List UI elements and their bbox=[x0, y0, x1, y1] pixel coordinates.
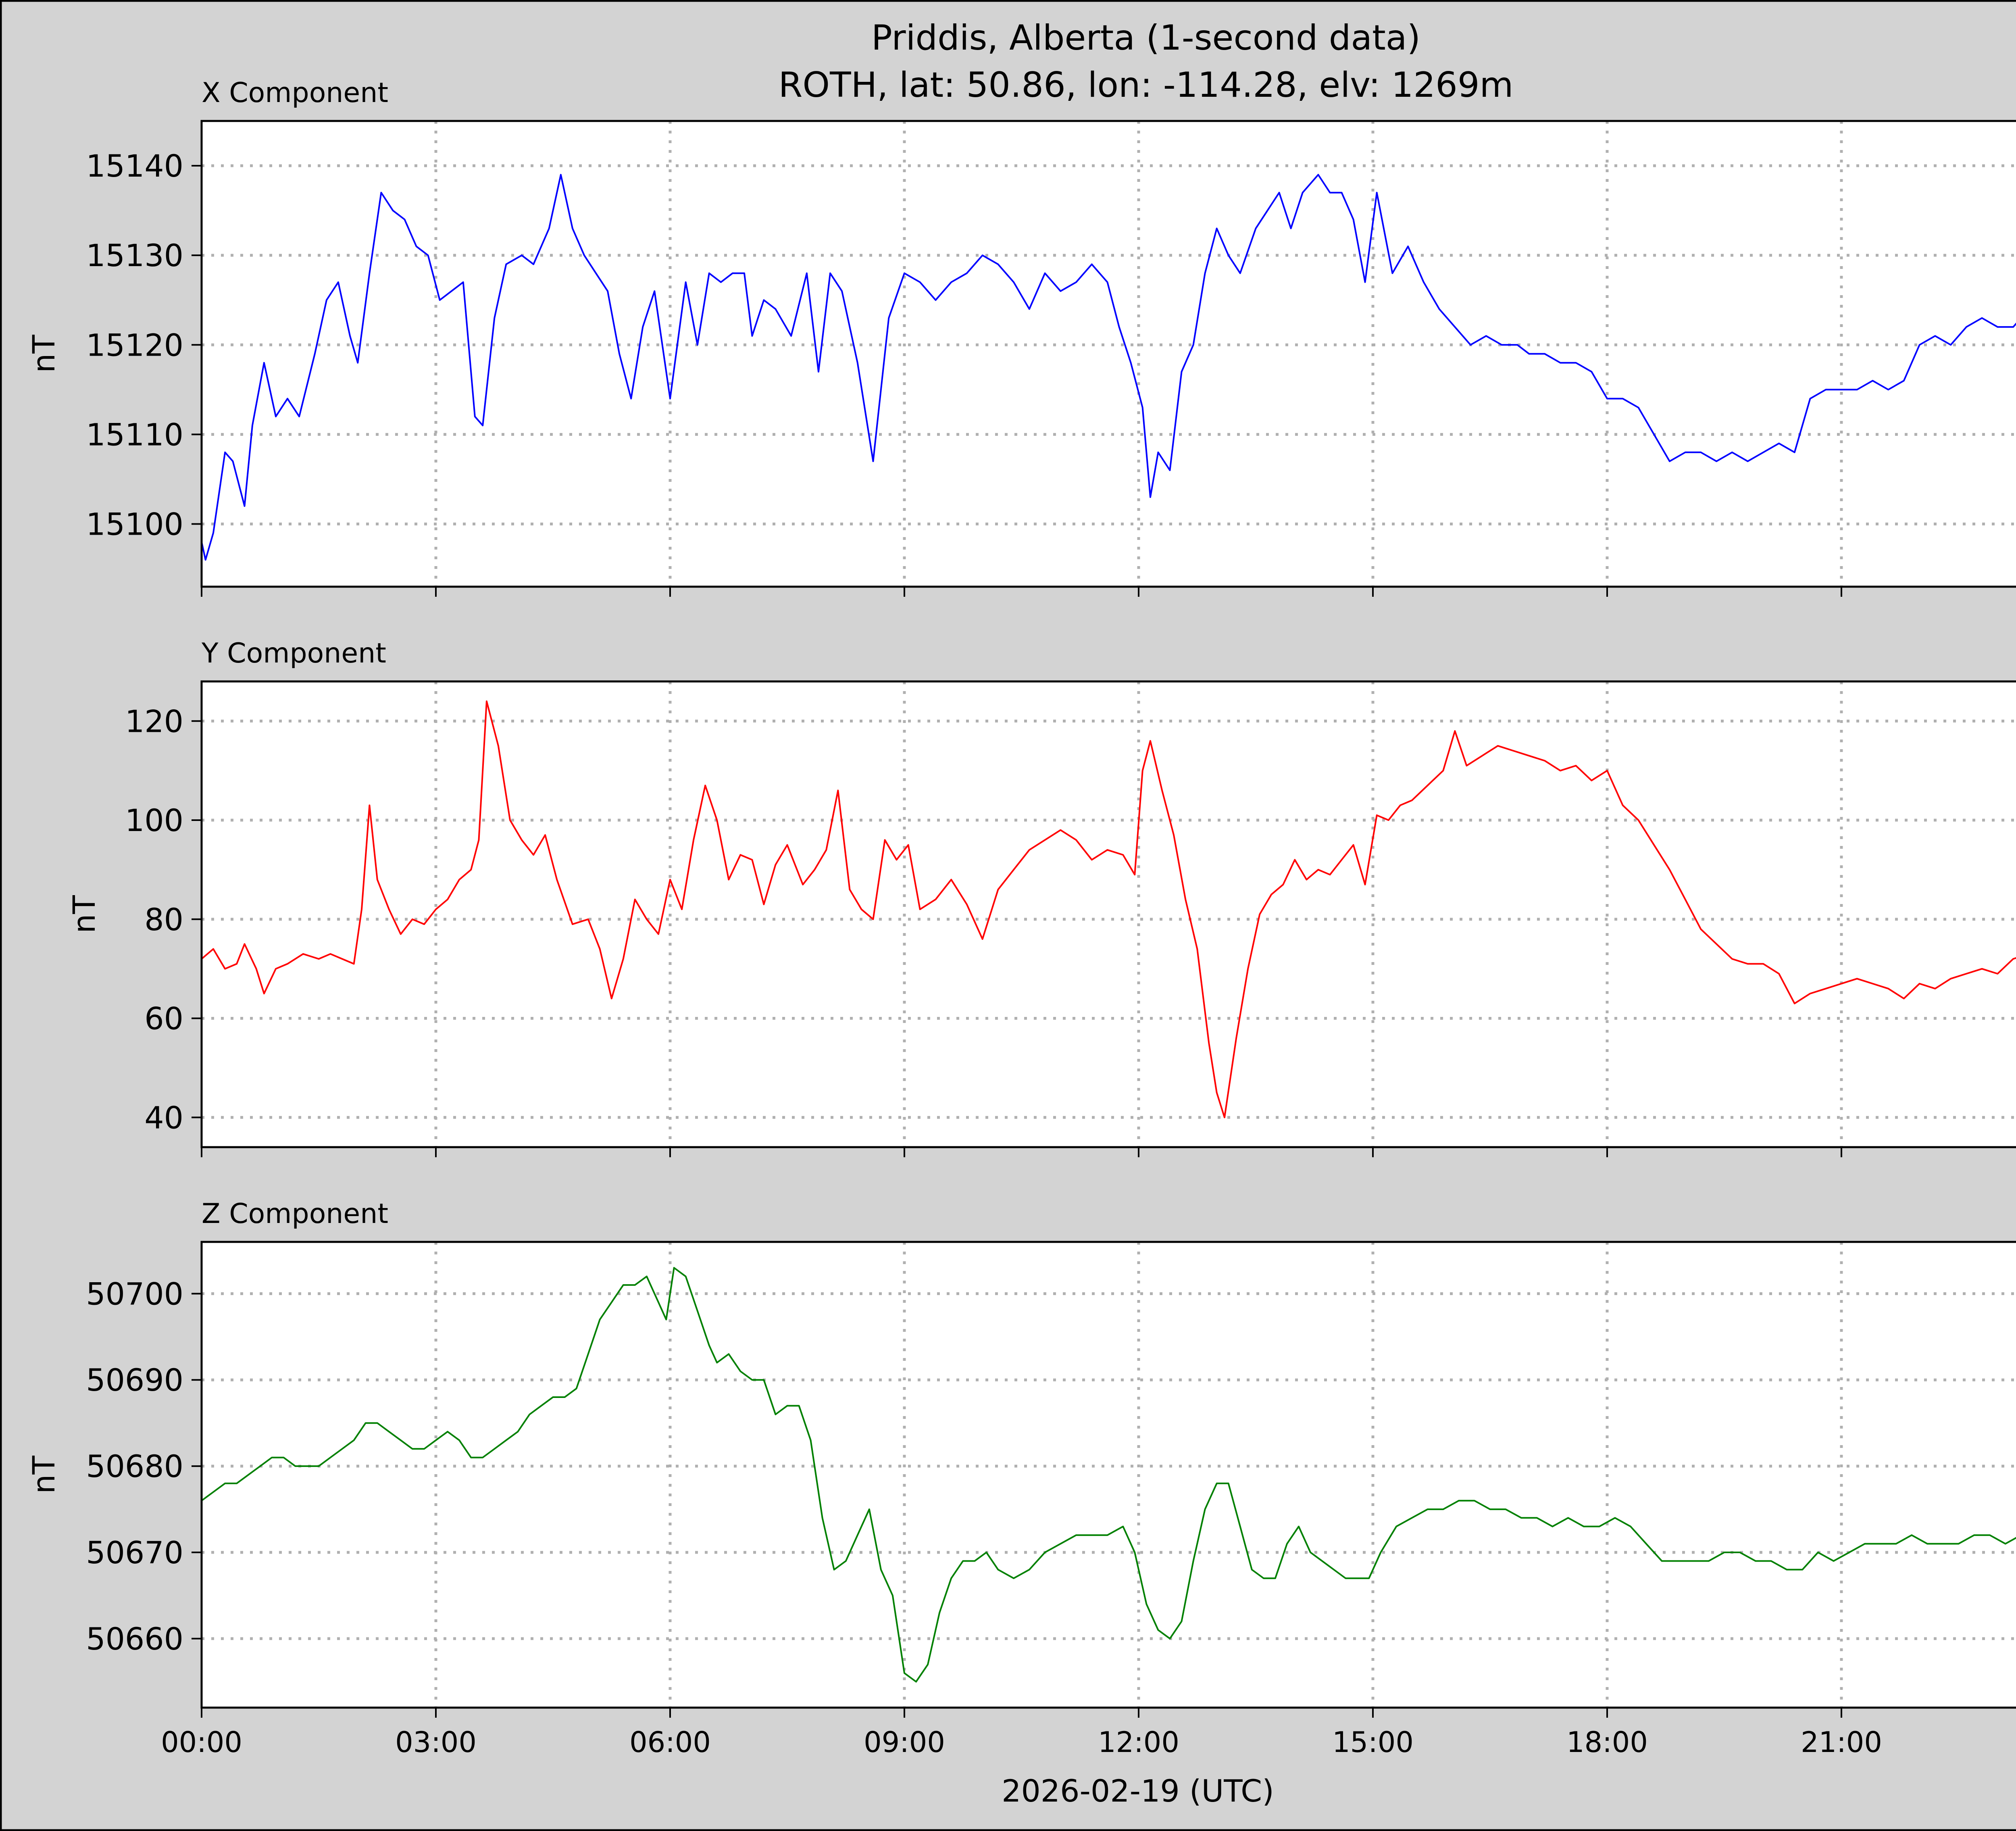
x-y-tick-label: 15110 bbox=[86, 417, 183, 452]
z-panel-title: Z Component bbox=[202, 1198, 388, 1230]
chart-title-line1: Priddis, Alberta (1-second data) bbox=[871, 18, 1420, 58]
z-y-tick-label: 50680 bbox=[86, 1448, 183, 1484]
x-y-tick-label: 15120 bbox=[86, 327, 183, 363]
x-plot-area bbox=[202, 121, 2016, 587]
z-y-tick-label: 50670 bbox=[86, 1535, 183, 1571]
z-y-tick-label: 50690 bbox=[86, 1362, 183, 1398]
z-plot-frame bbox=[200, 1241, 2016, 1709]
y-y-tick-label: 120 bbox=[125, 703, 183, 739]
x-tick-label: 18:00 bbox=[1566, 1726, 1648, 1759]
z-y-tick-label: 50700 bbox=[86, 1276, 183, 1312]
z-series-line bbox=[201, 1267, 2016, 1683]
x-y-axis-label: nT bbox=[26, 335, 62, 373]
y-y-axis-label: nT bbox=[66, 895, 102, 933]
y-y-tick-label: 80 bbox=[144, 902, 183, 937]
y-panel-title: Y Component bbox=[201, 637, 386, 669]
x-tick-label: 06:00 bbox=[629, 1726, 711, 1759]
z-plot-area bbox=[202, 1242, 2016, 1708]
x-tick-label: 21:00 bbox=[1801, 1726, 1882, 1759]
y-series-line bbox=[201, 700, 2016, 1119]
x-y-tick-label: 15140 bbox=[86, 148, 183, 184]
x-series-line bbox=[201, 174, 2016, 561]
y-y-tick-label: 60 bbox=[144, 1001, 183, 1037]
y-plot-area bbox=[202, 681, 2016, 1147]
x-plot-frame bbox=[200, 120, 2016, 588]
panels-group: 15100 15110 15120 15130 15140 X Component nT 40… bbox=[26, 77, 2016, 1759]
z-y-tick-label: 50660 bbox=[86, 1621, 183, 1657]
x-tick-label: 00:00 bbox=[161, 1726, 242, 1759]
x-axis-label: 2026-02-19 (UTC) bbox=[1002, 1773, 1274, 1809]
z-y-axis-label: nT bbox=[26, 1456, 62, 1494]
x-tick-label: 15:00 bbox=[1332, 1726, 1414, 1759]
x-tick-label: 03:00 bbox=[395, 1726, 477, 1759]
x-panel-title: X Component bbox=[202, 77, 388, 109]
chart-title-line2: ROTH, lat: 50.86, lon: -114.28, elv: 126… bbox=[779, 65, 1514, 105]
x-tick-label: 09:00 bbox=[864, 1726, 945, 1759]
x-y-tick-label: 15130 bbox=[86, 237, 183, 273]
y-plot-frame bbox=[200, 680, 2016, 1148]
y-y-tick-label: 40 bbox=[144, 1100, 183, 1135]
x-y-tick-label: 15100 bbox=[86, 506, 183, 542]
x-tick-label: 12:00 bbox=[1098, 1726, 1179, 1759]
y-y-tick-label: 100 bbox=[125, 802, 183, 838]
